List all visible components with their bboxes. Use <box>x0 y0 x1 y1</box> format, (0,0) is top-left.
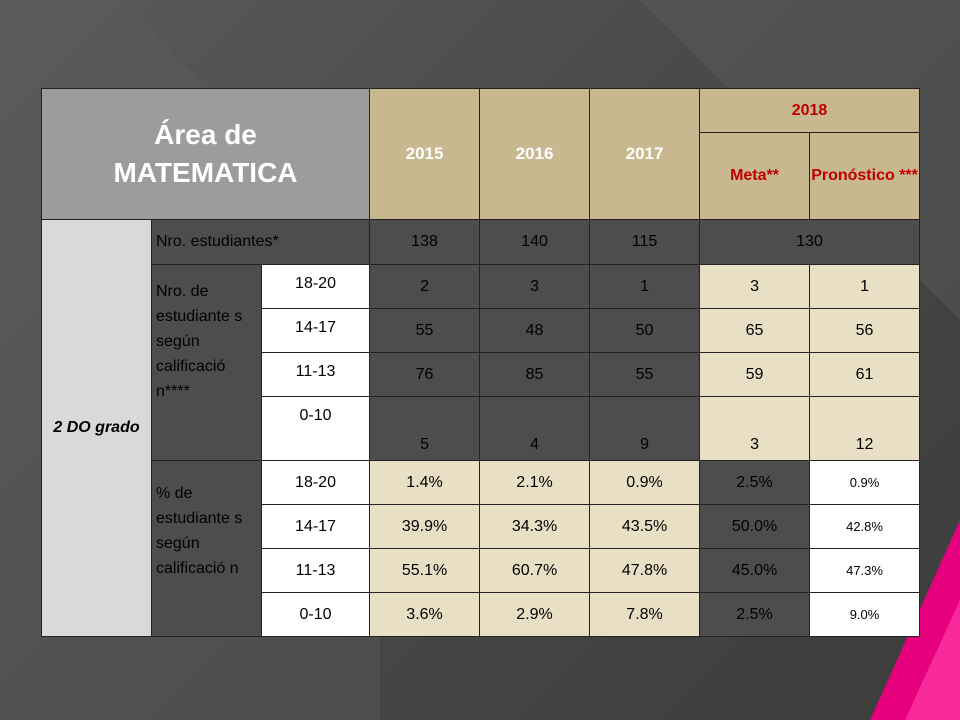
count-cell: 3 <box>699 396 811 461</box>
pct-cell: 39.9% <box>369 504 481 549</box>
pct-range: 0-10 <box>260 592 371 637</box>
students-label: Nro. estudiantes* <box>150 219 371 265</box>
count-cell: 59 <box>699 352 811 397</box>
year-header-2018: 2018 <box>699 88 921 133</box>
pct-cell: 0.9% <box>809 460 921 505</box>
pct-cell: 2.1% <box>479 460 591 505</box>
year-header-2016: 2016 <box>479 88 591 220</box>
pct-cell: 2.5% <box>699 592 811 637</box>
pct-cell: 50.0% <box>699 504 811 549</box>
pct-label: % de estudiante s según calificació n <box>151 460 262 637</box>
pct-cell: 45.0% <box>699 548 811 593</box>
students-2017: 115 <box>589 219 701 265</box>
count-cell: 76 <box>369 352 481 397</box>
count-cell: 12 <box>809 396 921 461</box>
meta-header: Meta** <box>699 132 811 220</box>
pct-cell: 3.6% <box>369 592 481 637</box>
pct-cell: 34.3% <box>479 504 591 549</box>
grade-label: 2 DO grado <box>41 219 152 637</box>
count-cell: 56 <box>809 308 921 353</box>
count-range: 18-20 <box>260 264 371 309</box>
pct-cell: 47.3% <box>809 548 921 593</box>
year-header-2015: 2015 <box>369 88 481 220</box>
pct-cell: 7.8% <box>589 592 701 637</box>
year-header-2017: 2017 <box>589 88 701 220</box>
title-line-1: Área de <box>154 119 257 150</box>
pct-cell: 55.1% <box>369 548 481 593</box>
pronostico-header: Pronóstico *** <box>809 132 921 220</box>
count-cell: 85 <box>479 352 591 397</box>
pct-cell: 43.5% <box>589 504 701 549</box>
count-cell: 5 <box>369 396 481 461</box>
pct-cell: 2.9% <box>479 592 591 637</box>
count-cell: 4 <box>479 396 591 461</box>
pct-range: 18-20 <box>260 460 371 505</box>
count-cell: 1 <box>809 264 921 309</box>
count-cell: 55 <box>369 308 481 353</box>
table-title: Área de MATEMATICA <box>40 88 371 220</box>
count-cell: 3 <box>479 264 591 309</box>
pct-cell: 0.9% <box>589 460 701 505</box>
count-cell: 48 <box>479 308 591 353</box>
math-results-table: Área de MATEMATICA 2015 2016 2017 2018 M… <box>40 88 921 637</box>
count-cell: 65 <box>699 308 811 353</box>
count-cell: 9 <box>589 396 701 461</box>
pct-cell: 42.8% <box>809 504 921 549</box>
students-2018: 130 <box>699 219 921 265</box>
title-line-2: MATEMATICA <box>113 157 298 188</box>
students-2015: 138 <box>369 219 481 265</box>
count-cell: 61 <box>809 352 921 397</box>
count-cell: 50 <box>589 308 701 353</box>
pct-range: 11-13 <box>260 548 371 593</box>
pct-cell: 60.7% <box>479 548 591 593</box>
count-cell: 2 <box>369 264 481 309</box>
count-range: 14-17 <box>260 308 371 353</box>
count-cell: 55 <box>589 352 701 397</box>
pct-cell: 1.4% <box>369 460 481 505</box>
pct-cell: 2.5% <box>699 460 811 505</box>
count-cell: 3 <box>699 264 811 309</box>
count-range: 11-13 <box>260 352 371 397</box>
count-cell: 1 <box>589 264 701 309</box>
pct-cell: 47.8% <box>589 548 701 593</box>
pct-cell: 9.0% <box>809 592 921 637</box>
count-label: Nro. de estudiante s según calificació n… <box>151 264 262 461</box>
pct-range: 14-17 <box>260 504 371 549</box>
students-2016: 140 <box>479 219 591 265</box>
count-range: 0-10 <box>260 396 371 461</box>
